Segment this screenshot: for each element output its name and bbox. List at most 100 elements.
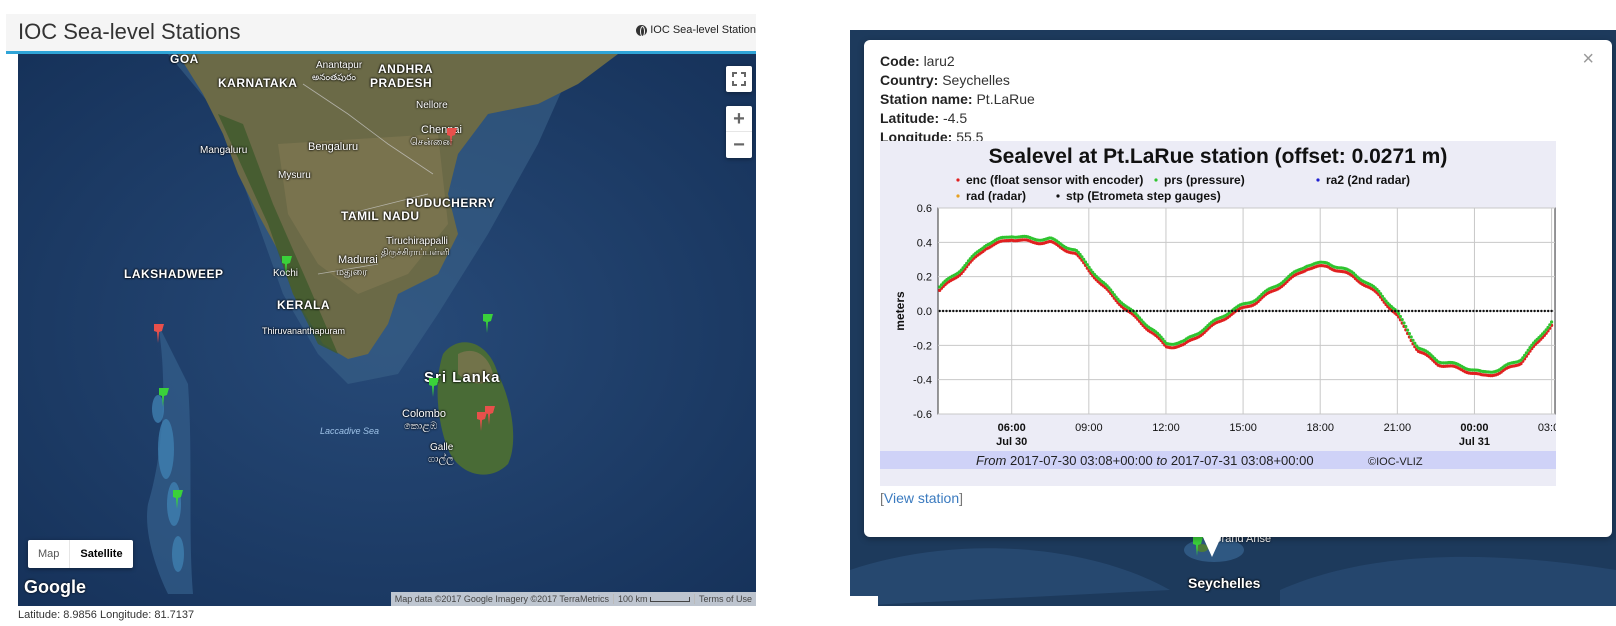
data-point [1550,309,1553,313]
data-point [1431,309,1434,313]
zoom-out-button[interactable]: − [733,134,745,156]
station-pin-green[interactable] [1190,535,1206,557]
data-point [1509,309,1512,313]
data-point [1091,309,1094,313]
data-point [1465,309,1468,313]
chart-legend: enc (float sensor with encoder) prs (pres… [956,173,1410,203]
data-point [1516,309,1519,313]
map-label-kerala: KERALA [277,298,330,312]
map-type-control: Map Satellite [28,540,133,568]
data-point [1329,309,1332,313]
legend-marker [1154,178,1158,182]
footer-start: 2017-07-30 03:08+00:00 [1010,453,1153,468]
data-point [1384,299,1388,303]
data-point [1156,309,1159,313]
data-point [1224,309,1227,313]
data-point [1118,309,1122,313]
x-tick-label: 03:00 [1538,422,1556,434]
map-label-colombo: Colombo [402,408,447,420]
breadcrumb[interactable]: IOC Sea-level Station [636,24,756,37]
data-point [1109,288,1113,292]
station-pin-red[interactable] [444,126,460,148]
data-point [1407,332,1411,336]
page-title: IOC Sea-level Stations [18,19,241,44]
data-point [1492,309,1495,313]
station-pin-green[interactable] [156,386,172,408]
station-pin-red[interactable] [482,404,498,426]
google-map[interactable]: GOA KARNATAKA Anantapur అనంతపురం ANDHRA … [18,54,756,606]
station-pin-green[interactable] [426,376,442,398]
data-point [1107,286,1111,290]
field-label: Station name: [880,91,973,107]
station-pin-green[interactable] [170,488,186,510]
data-point [1373,309,1376,313]
data-point [1190,309,1193,313]
data-point [1482,309,1485,313]
field-label: Latitude: [880,110,940,126]
data-point [938,285,942,289]
map-label-galle-local: ගාල්ල [428,454,454,465]
data-point [1033,309,1037,313]
data-point [1479,309,1482,313]
data-point [965,309,969,313]
data-point [1076,250,1080,254]
terms-of-use-link[interactable]: Terms of Use [693,594,756,604]
data-point [1020,309,1023,313]
field-label: Code: [880,53,920,69]
station-pin-green[interactable] [480,312,496,334]
data-point [1400,309,1404,313]
field-label: Country: [880,72,939,88]
data-point [1060,309,1064,313]
map-label-colombo-local: කොළඹ [404,421,438,432]
data-point [1114,295,1118,299]
data-point [1390,309,1393,313]
data-point [1203,309,1207,313]
data-point [1404,309,1407,313]
data-point [1278,309,1281,313]
station-details: Code: laru2 Country: Seychelles Station … [880,52,1035,147]
map-label-madurai-local: மதுரை [336,267,368,278]
view-station-link[interactable]: View station [883,490,960,506]
data-point [1550,320,1554,324]
y-tick-label: 0.0 [917,306,932,318]
data-point [1379,292,1383,296]
chart-title: Sealevel at Pt.LaRue station (offset: 0.… [989,145,1448,168]
data-point [1213,309,1217,313]
data-point [1234,309,1237,313]
fullscreen-button[interactable] [726,66,752,92]
map-label-puducherry: PUDUCHERRY [406,196,496,210]
x-tick-label: 18:00 [1306,422,1334,434]
data-point [1080,255,1084,259]
footer-end: 2017-07-31 03:08+00:00 [1171,453,1314,468]
data-point [1398,314,1402,319]
data-point [1173,309,1176,313]
chart-footer: From 2017-07-30 03:08+00:00 to 2017-07-3… [976,453,1314,468]
x-tick-date: Jul 30 [996,436,1027,448]
data-point [1468,309,1472,313]
data-point [1406,328,1410,332]
sealevel-chart-svg: Sealevel at Pt.LaRue station (offset: 0.… [880,145,1565,469]
station-pin-green[interactable] [279,254,295,276]
data-point [1383,309,1387,313]
map-type-satellite-button[interactable]: Satellite [69,540,132,568]
data-point [1380,294,1384,298]
station-pin-red[interactable] [474,410,490,432]
station-pin-red[interactable] [151,322,167,344]
station-country-row: Country: Seychelles [880,71,1035,90]
data-point [1502,309,1506,313]
data-point [1149,309,1152,313]
data-point [1523,309,1526,313]
zoom-in-button[interactable]: + [726,106,752,132]
data-point [1217,309,1220,313]
data-point [999,309,1003,313]
data-point [1402,321,1406,325]
data-point [1292,309,1295,313]
map-scale-label: 100 km [617,594,648,604]
data-point [1152,309,1156,313]
data-point [1089,268,1093,272]
close-icon[interactable]: × [1582,48,1594,70]
x-tick-label: 06:00 [998,422,1026,434]
data-point [1088,309,1091,313]
map-type-map-button[interactable]: Map [38,548,60,560]
y-axis-label: meters [893,291,907,331]
